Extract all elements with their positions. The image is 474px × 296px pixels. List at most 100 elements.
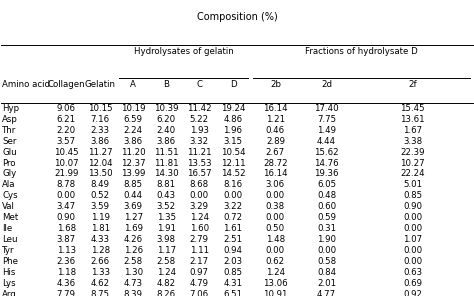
- Text: 12.04: 12.04: [88, 159, 113, 168]
- Text: 2b: 2b: [270, 80, 281, 89]
- Text: His: His: [2, 268, 16, 277]
- Text: Thr: Thr: [2, 126, 17, 135]
- Text: 1.24: 1.24: [266, 268, 285, 277]
- Text: 1.49: 1.49: [317, 126, 336, 135]
- Text: 2.17: 2.17: [190, 257, 209, 266]
- Text: 8.26: 8.26: [157, 289, 176, 296]
- Text: Amino acid: Amino acid: [2, 80, 50, 89]
- Text: 1.61: 1.61: [223, 224, 243, 233]
- Text: 3.87: 3.87: [56, 235, 76, 244]
- Text: 1.18: 1.18: [56, 268, 76, 277]
- Text: 0.38: 0.38: [266, 202, 285, 211]
- Text: D: D: [230, 80, 237, 89]
- Text: 6.59: 6.59: [124, 115, 143, 124]
- Text: Hyp: Hyp: [2, 104, 19, 113]
- Text: Met: Met: [2, 213, 18, 222]
- Text: 3.38: 3.38: [403, 137, 422, 146]
- Text: 11.27: 11.27: [88, 148, 113, 157]
- Text: 3.29: 3.29: [190, 202, 209, 211]
- Text: 1.67: 1.67: [403, 126, 422, 135]
- Text: 6.51: 6.51: [223, 289, 243, 296]
- Text: 4.31: 4.31: [223, 279, 243, 288]
- Text: 2.58: 2.58: [124, 257, 143, 266]
- Text: 1.11: 1.11: [190, 246, 209, 255]
- Text: 0.50: 0.50: [266, 224, 285, 233]
- Text: 1.96: 1.96: [224, 126, 243, 135]
- Text: 0.00: 0.00: [56, 191, 76, 200]
- Text: 3.52: 3.52: [157, 202, 176, 211]
- Text: Asp: Asp: [2, 115, 18, 124]
- Text: Hydrolysates of gelatin: Hydrolysates of gelatin: [134, 47, 233, 56]
- Text: 16.57: 16.57: [187, 169, 211, 178]
- Text: 15.45: 15.45: [400, 104, 425, 113]
- Text: 0.44: 0.44: [124, 191, 143, 200]
- Text: 2.33: 2.33: [91, 126, 110, 135]
- Text: 4.62: 4.62: [91, 279, 110, 288]
- Text: 5.22: 5.22: [190, 115, 209, 124]
- Text: 2.51: 2.51: [223, 235, 243, 244]
- Text: 0.31: 0.31: [317, 224, 336, 233]
- Text: 3.86: 3.86: [91, 137, 110, 146]
- Text: 3.98: 3.98: [157, 235, 176, 244]
- Text: C: C: [196, 80, 202, 89]
- Text: 3.57: 3.57: [56, 137, 76, 146]
- Text: 0.48: 0.48: [317, 191, 336, 200]
- Text: 4.36: 4.36: [56, 279, 76, 288]
- Text: 0.69: 0.69: [403, 279, 422, 288]
- Text: 22.39: 22.39: [400, 148, 425, 157]
- Text: Tyr: Tyr: [2, 246, 15, 255]
- Text: 3.59: 3.59: [91, 202, 110, 211]
- Text: 1.17: 1.17: [157, 246, 176, 255]
- Text: 13.06: 13.06: [263, 279, 288, 288]
- Text: 4.77: 4.77: [317, 289, 336, 296]
- Text: 0.84: 0.84: [317, 268, 336, 277]
- Text: 0.00: 0.00: [403, 246, 422, 255]
- Text: 11.42: 11.42: [187, 104, 211, 113]
- Text: 5.01: 5.01: [403, 180, 422, 189]
- Text: 10.91: 10.91: [263, 289, 288, 296]
- Text: 11.81: 11.81: [154, 159, 179, 168]
- Text: Pro: Pro: [2, 159, 16, 168]
- Text: 7.16: 7.16: [91, 115, 110, 124]
- Text: 3.47: 3.47: [56, 202, 76, 211]
- Text: 0.58: 0.58: [317, 257, 336, 266]
- Text: 2.40: 2.40: [157, 126, 176, 135]
- Text: 8.39: 8.39: [124, 289, 143, 296]
- Text: Leu: Leu: [2, 235, 18, 244]
- Text: 1.60: 1.60: [190, 224, 209, 233]
- Text: 0.90: 0.90: [57, 213, 76, 222]
- Text: 0.85: 0.85: [403, 191, 422, 200]
- Text: 7.06: 7.06: [190, 289, 209, 296]
- Text: 0.59: 0.59: [317, 213, 336, 222]
- Text: 2.20: 2.20: [56, 126, 76, 135]
- Text: 0.43: 0.43: [157, 191, 176, 200]
- Text: 1.33: 1.33: [91, 268, 110, 277]
- Text: 2.66: 2.66: [91, 257, 110, 266]
- Text: 14.30: 14.30: [154, 169, 179, 178]
- Text: 2.01: 2.01: [317, 279, 336, 288]
- Text: B: B: [164, 80, 169, 89]
- Text: 0.72: 0.72: [223, 213, 243, 222]
- Text: Glu: Glu: [2, 148, 17, 157]
- Text: 10.39: 10.39: [154, 104, 179, 113]
- Text: 8.68: 8.68: [190, 180, 209, 189]
- Text: 14.52: 14.52: [221, 169, 246, 178]
- Text: Lys: Lys: [2, 279, 16, 288]
- Text: 8.78: 8.78: [56, 180, 76, 189]
- Text: Phe: Phe: [2, 257, 18, 266]
- Text: 0.62: 0.62: [266, 257, 285, 266]
- Text: 10.27: 10.27: [400, 159, 425, 168]
- Text: 0.85: 0.85: [223, 268, 243, 277]
- Text: Arg: Arg: [2, 289, 17, 296]
- Text: 6.05: 6.05: [317, 180, 336, 189]
- Text: 0.46: 0.46: [266, 126, 285, 135]
- Text: 12.11: 12.11: [221, 159, 246, 168]
- Text: 0.00: 0.00: [190, 191, 209, 200]
- Text: Ser: Ser: [2, 137, 17, 146]
- Text: 2d: 2d: [321, 80, 332, 89]
- Text: 4.44: 4.44: [317, 137, 336, 146]
- Text: 0.00: 0.00: [266, 213, 285, 222]
- Text: 8.16: 8.16: [223, 180, 243, 189]
- Text: 0.00: 0.00: [317, 246, 336, 255]
- Text: 10.54: 10.54: [221, 148, 246, 157]
